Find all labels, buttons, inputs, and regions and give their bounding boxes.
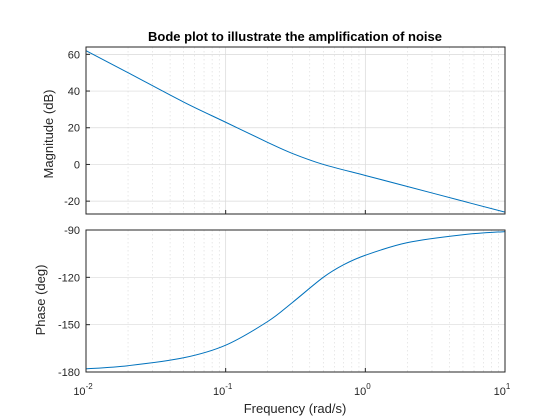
- magnitude-plot-area: [85, 46, 506, 215]
- magnitude-axes-border: [85, 46, 506, 215]
- x-tick-label-exponent: 0: [366, 382, 371, 391]
- phase-plot-area: [85, 229, 506, 373]
- magnitude-axes: -20 0 20 40 60: [64, 46, 506, 215]
- x-tick-label-base: 10: [213, 386, 225, 398]
- phase-y-tick-label: -120: [58, 272, 80, 284]
- magnitude-y-tick-label: 40: [68, 86, 80, 98]
- magnitude-series-line: [85, 50, 506, 213]
- x-tick-label: 10-2: [73, 382, 93, 398]
- x-tick-label: 101: [494, 382, 511, 398]
- phase-y-tick-label: -90: [64, 225, 80, 237]
- x-tick-label-base: 10: [354, 386, 366, 398]
- x-tick-label-exponent: -2: [86, 382, 94, 391]
- chart-title: Bode plot to illustrate the amplificatio…: [148, 29, 442, 44]
- phase-series-line: [85, 231, 506, 370]
- magnitude-y-tick-label: -20: [64, 196, 80, 208]
- x-tick-label: 10-1: [213, 382, 233, 398]
- x-tick-label-exponent: -1: [225, 382, 233, 391]
- x-tick-label-exponent: 1: [506, 382, 511, 391]
- x-axis-label: Frequency (rad/s): [244, 401, 347, 416]
- phase-axis-label: Phase (deg): [33, 265, 48, 336]
- x-tick-label: 100: [354, 382, 371, 398]
- x-tick-label-base: 10: [73, 386, 85, 398]
- phase-y-tick-label: -180: [58, 367, 80, 379]
- magnitude-y-tick-label: 20: [68, 123, 80, 135]
- phase-y-tick-label: -150: [58, 320, 80, 332]
- magnitude-y-tick-label: 0: [74, 159, 80, 171]
- x-tick-label-base: 10: [494, 386, 506, 398]
- phase-axes-border: [85, 229, 506, 373]
- magnitude-axis-label: Magnitude (dB): [41, 90, 56, 179]
- magnitude-y-tick-label: 60: [68, 49, 80, 61]
